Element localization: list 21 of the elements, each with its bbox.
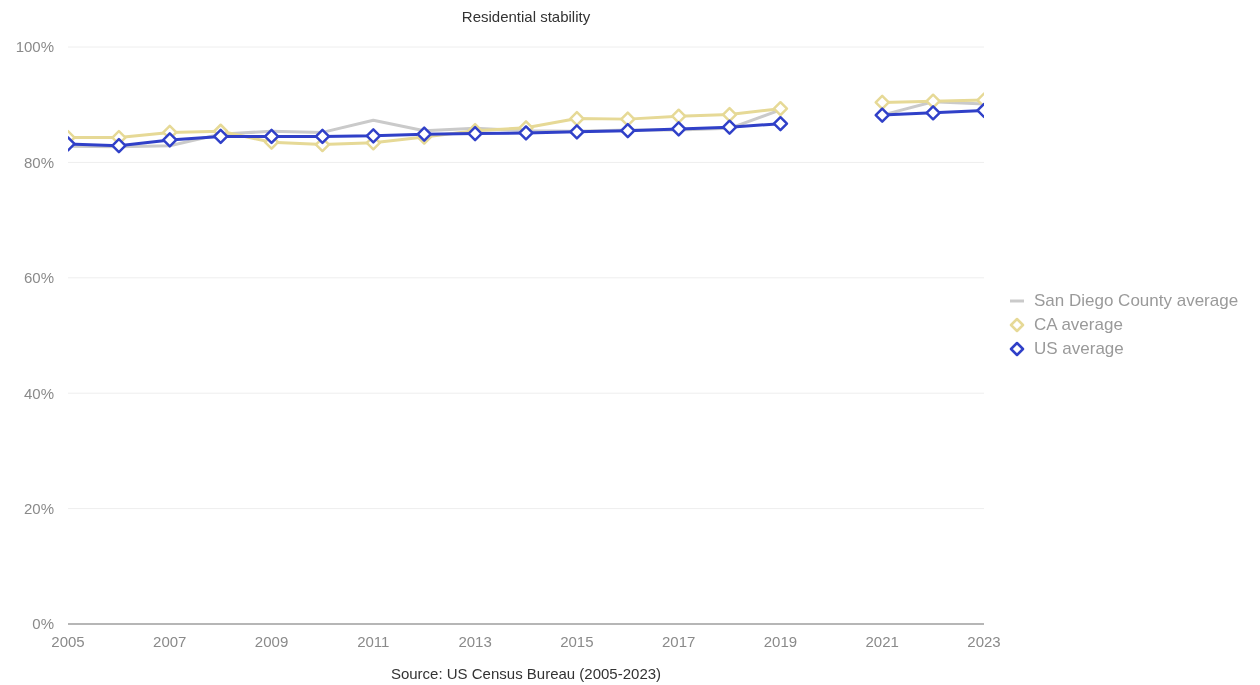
- y-tick-label: 60%: [23, 269, 54, 287]
- x-tick-label: 2005: [51, 632, 85, 650]
- x-tick-label: 2017: [661, 632, 696, 650]
- y-tick-label: 100%: [15, 38, 54, 56]
- y-tick-label: 80%: [23, 153, 54, 171]
- x-tick-label: 2013: [458, 632, 492, 650]
- x-tick-label: 2023: [967, 632, 1001, 650]
- legend-label: CA average: [1034, 313, 1123, 336]
- x-tick-label: 2021: [865, 632, 899, 650]
- x-tick-label: 2007: [153, 632, 187, 650]
- y-tick-label: 20%: [23, 499, 54, 517]
- x-tick-label: 2011: [357, 632, 390, 650]
- x-tick-label: 2019: [763, 632, 798, 650]
- y-tick-label: 40%: [23, 384, 54, 402]
- y-tick-label: 0%: [32, 615, 54, 633]
- chart-title: Residential stability: [460, 8, 592, 26]
- legend-label: US average: [1034, 337, 1124, 360]
- x-tick-label: 2009: [254, 632, 289, 650]
- legend-label: San Diego County average: [1034, 289, 1239, 312]
- x-tick-label: 2015: [560, 632, 594, 650]
- source-note: Source: US Census Bureau (2005-2023): [389, 665, 663, 683]
